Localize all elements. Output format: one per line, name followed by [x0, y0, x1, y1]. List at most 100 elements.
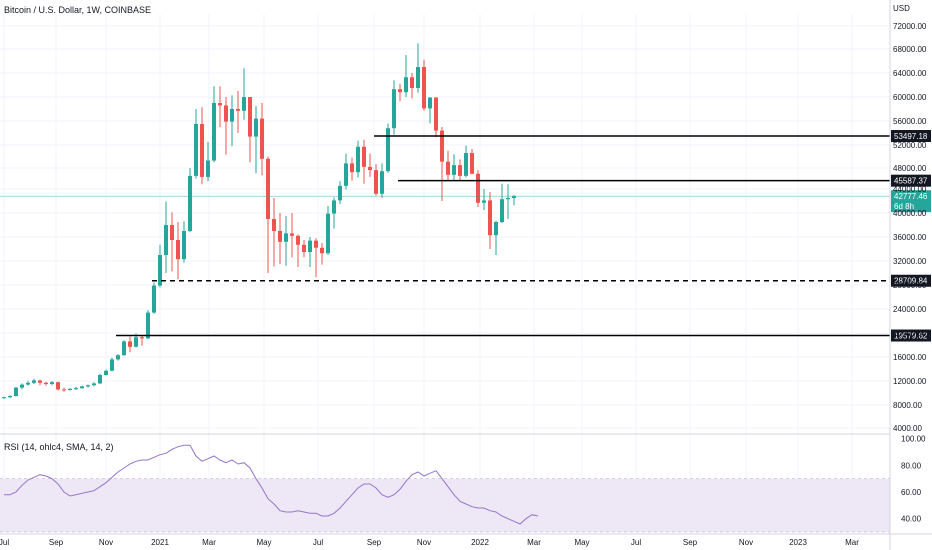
- time-tick-label: Jul: [313, 538, 323, 547]
- last-price-label: 42777.46: [894, 192, 928, 201]
- candle-body: [92, 383, 96, 386]
- price-tick-label: 52000.00: [893, 141, 927, 150]
- candle-body: [14, 387, 18, 396]
- time-tick-label: Jul: [0, 538, 9, 547]
- rsi-tick-label: 60.00: [901, 488, 922, 497]
- candle-body: [302, 244, 306, 252]
- candle-body: [26, 382, 30, 385]
- candle-body: [8, 396, 12, 398]
- rsi-line: [4, 444, 539, 525]
- candle-body: [458, 165, 462, 176]
- horizontal-levels[interactable]: 53497.18 45587.37 28709.84 19579.62 42777.46…: [0, 130, 931, 342]
- candle-body: [170, 225, 174, 240]
- candle-body: [152, 285, 156, 313]
- last-price-tag: [891, 190, 931, 213]
- candle-body: [86, 385, 90, 387]
- candle-body: [104, 370, 108, 375]
- price-tick-label: 8000.00: [893, 401, 922, 410]
- level-price-label: 19579.62: [894, 332, 928, 341]
- candle-body: [218, 103, 222, 106]
- candle-body: [230, 109, 234, 122]
- candle-body: [260, 118, 264, 159]
- time-tick-label: 2022: [471, 538, 489, 547]
- currency-label: USD: [893, 4, 910, 13]
- price-tick-label: 44000.00: [893, 185, 927, 194]
- level-price-tag: [891, 274, 931, 287]
- candle-body: [242, 97, 246, 111]
- candle-body: [350, 163, 354, 173]
- time-tick-label: Sep: [49, 538, 64, 547]
- time-tick-label: Sep: [683, 538, 698, 547]
- candle-body: [470, 153, 474, 174]
- candle-body: [248, 97, 252, 137]
- candle-body: [410, 77, 414, 88]
- candle-body: [392, 89, 396, 129]
- candle-body: [38, 380, 42, 383]
- candle-body: [494, 222, 498, 236]
- level-price-label: 53497.18: [894, 132, 928, 141]
- chart-title: Bitcoin / U.S. Dollar, 1W, COINBASE: [4, 5, 152, 15]
- price-tick-label: 24000.00: [893, 305, 927, 314]
- time-tick-label: Nov: [417, 538, 431, 547]
- candle-body: [20, 384, 24, 388]
- bar-countdown-label: 6d 8h: [894, 202, 914, 211]
- candle-body: [98, 375, 102, 384]
- level-price-label: 45587.37: [894, 177, 928, 186]
- rsi-line-group: [4, 444, 539, 525]
- time-tick-label: May: [256, 538, 271, 547]
- candle-body: [122, 341, 126, 356]
- candle-body: [134, 337, 138, 347]
- price-tick-label: 4000.00: [893, 424, 922, 433]
- candle-body: [176, 240, 180, 260]
- grid: [0, 14, 890, 532]
- time-tick-label: Mar: [845, 538, 859, 547]
- level-price-tag: [891, 174, 931, 187]
- candle-body: [488, 200, 492, 236]
- candle-body: [440, 130, 444, 162]
- candle-body: [194, 124, 198, 176]
- price-tick-label: 64000.00: [893, 69, 927, 78]
- candle-body: [374, 170, 378, 194]
- candle-body: [500, 199, 504, 222]
- candle-body: [206, 160, 210, 177]
- level-price-tag: [891, 329, 931, 342]
- candle-body: [272, 219, 276, 231]
- price-tick-label: 36000.00: [893, 233, 927, 242]
- time-tick-label: Mar: [202, 538, 216, 547]
- rsi-band-area: [0, 478, 890, 533]
- candle-body: [356, 146, 360, 173]
- candle-body: [506, 198, 510, 200]
- candle-body: [2, 397, 6, 399]
- time-tick-label: 2021: [151, 538, 169, 547]
- candle-body: [74, 388, 78, 390]
- price-tick-label: 32000.00: [893, 257, 927, 266]
- candle-body: [146, 312, 150, 339]
- candle-body: [62, 389, 66, 391]
- rsi-tick-label: 40.00: [901, 515, 922, 524]
- time-tick-label: Nov: [99, 538, 113, 547]
- rsi-tick-label: 80.00: [901, 461, 922, 470]
- candle-body: [266, 158, 270, 219]
- candle-body: [314, 240, 318, 248]
- candle-body: [446, 161, 450, 175]
- candle-body: [224, 105, 228, 122]
- time-tick-label: Jul: [631, 538, 641, 547]
- candle-body: [200, 124, 204, 177]
- price-tick-label: 60000.00: [893, 93, 927, 102]
- level-price-label: 28709.84: [894, 277, 928, 286]
- candle-body: [482, 200, 486, 203]
- candle-body: [68, 388, 72, 390]
- rsi-tick-label: 100.00: [901, 435, 926, 444]
- candle-body: [284, 233, 288, 242]
- rsi-title: RSI (14, ohlc4, SMA, 14, 2): [4, 442, 114, 452]
- candles: [2, 43, 516, 399]
- time-tick-label: Mar: [527, 538, 541, 547]
- candle-body: [164, 225, 168, 255]
- price-tick-label: 20000.00: [893, 329, 927, 338]
- candle-body: [56, 382, 60, 390]
- candle-body: [320, 247, 324, 254]
- candle-body: [32, 380, 36, 383]
- price-tick-label: 56000.00: [893, 117, 927, 126]
